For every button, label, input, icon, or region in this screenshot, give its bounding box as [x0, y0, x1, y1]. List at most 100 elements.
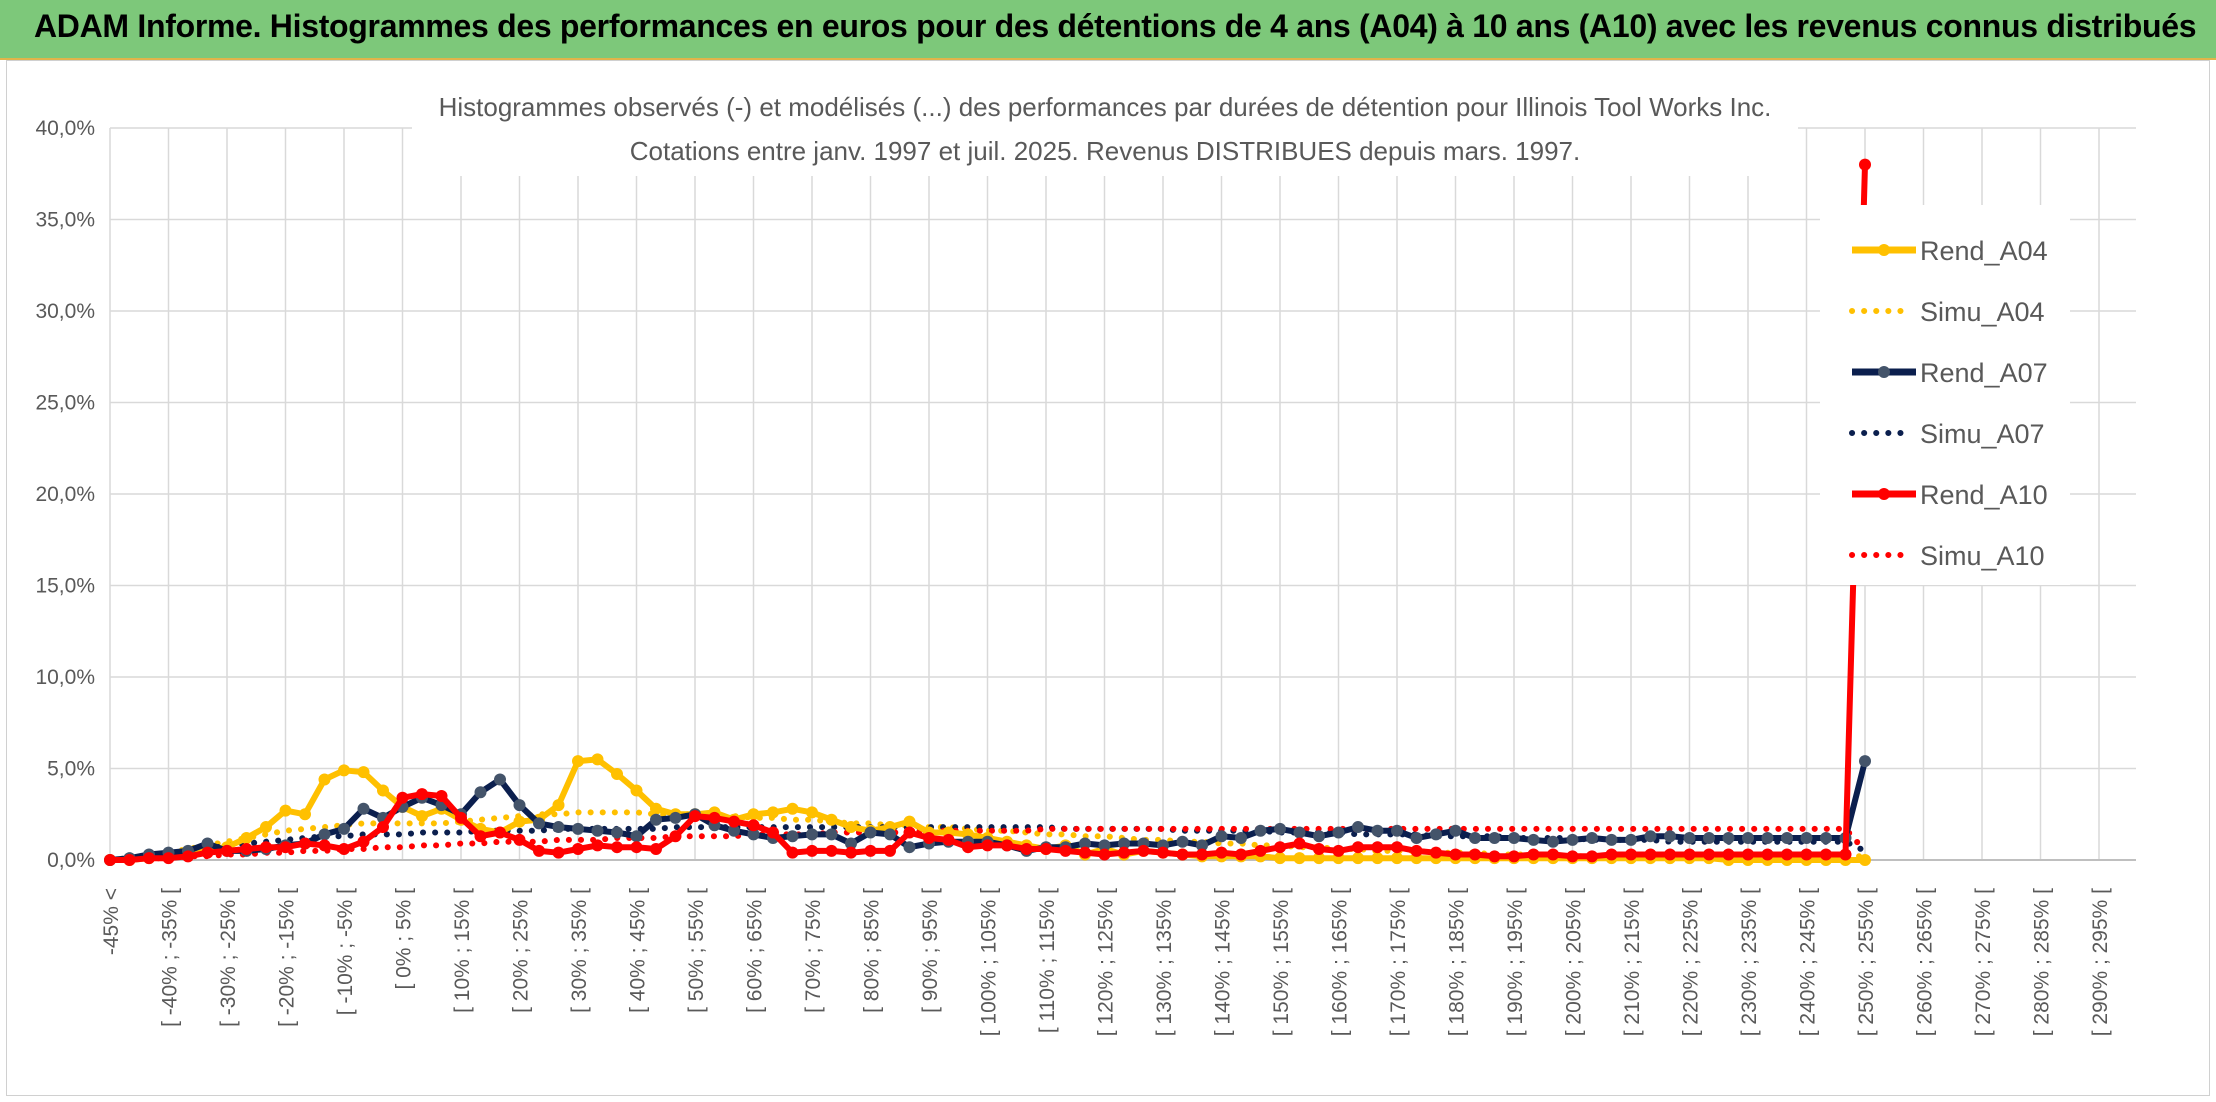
data-point-rend_a07: [630, 830, 643, 843]
legend-item-simu_a10: Simu_A10: [1849, 541, 2045, 571]
x-tick-label: [ 180% ; 185% [: [1446, 888, 1469, 1036]
data-point-rend_a10: [1176, 848, 1189, 861]
x-tick-label: [ 0% ; 5% [: [393, 888, 416, 990]
data-point-rend_a10: [1449, 848, 1462, 861]
data-point-rend_a07: [1293, 826, 1306, 839]
data-point-rend_a07: [494, 773, 506, 786]
data-point-rend_a10: [825, 844, 838, 857]
y-tick-label: 35,0%: [35, 209, 95, 232]
legend-item-simu_a07: Simu_A07: [1849, 419, 2045, 449]
data-point-rend_a10: [143, 852, 155, 865]
data-point-rend_a10: [1020, 843, 1033, 856]
data-point-rend_a07: [1566, 833, 1579, 846]
data-point-rend_a07: [728, 824, 740, 837]
x-tick-label: [ 120% ; 125% [: [1095, 888, 1118, 1036]
data-point-rend_a07: [1547, 835, 1559, 848]
data-point-rend_a07: [1235, 832, 1247, 845]
x-tick-label: [ 140% ; 145% [: [1212, 888, 1235, 1036]
data-point-rend_a04: [572, 755, 584, 768]
data-point-rend_a10: [338, 843, 350, 856]
data-point-rend_a10: [962, 841, 974, 854]
data-point-rend_a10: [903, 826, 916, 839]
data-point-rend_a04: [357, 766, 370, 779]
data-point-rend_a04: [1859, 854, 1871, 866]
data-point-rend_a04: [240, 832, 253, 845]
data-point-rend_a10: [1664, 848, 1676, 861]
legend-label: Rend_A07: [1920, 358, 2048, 388]
data-point-rend_a04: [1313, 852, 1325, 865]
legend-background: [1820, 205, 2070, 585]
data-point-rend_a10: [1098, 848, 1111, 861]
data-point-rend_a10: [1040, 843, 1052, 856]
data-point-rend_a07: [1527, 833, 1540, 846]
data-point-rend_a10: [689, 810, 701, 823]
data-point-rend_a07: [1859, 755, 1871, 768]
data-point-rend_a07: [1215, 830, 1228, 843]
data-point-rend_a07: [318, 828, 331, 841]
data-point-rend_a10: [1839, 848, 1852, 861]
data-point-rend_a04: [299, 808, 311, 821]
data-point-rend_a10: [1001, 839, 1013, 852]
data-point-rend_a07: [1820, 832, 1832, 845]
series-line-simu_a10: [107, 825, 1868, 863]
data-point-rend_a10: [1137, 844, 1150, 857]
data-point-rend_a10: [240, 843, 253, 856]
legend-label: Simu_A07: [1920, 419, 2045, 449]
data-point-rend_a07: [1644, 830, 1657, 843]
x-tick-label: [ 70% ; 75% [: [802, 888, 825, 1013]
data-point-rend_a10: [1605, 848, 1618, 861]
data-point-rend_a07: [1313, 830, 1325, 843]
data-point-rend_a10: [455, 811, 467, 824]
legend-item-rend_a04: Rend_A04: [1852, 236, 2048, 266]
data-point-rend_a07: [903, 841, 916, 854]
data-point-rend_a07: [1098, 839, 1111, 852]
data-point-rend_a10: [533, 844, 545, 857]
y-tick-label: 40,0%: [35, 117, 95, 140]
x-tick-label: [ 10% ; 15% [: [451, 888, 474, 1013]
data-point-rend_a07: [1664, 830, 1676, 843]
data-point-rend_a10: [513, 833, 526, 846]
legend-marker: [1878, 488, 1890, 500]
y-tick-label: 20,0%: [35, 483, 95, 506]
x-tick-label: [ 90% ; 95% [: [919, 888, 942, 1013]
data-point-rend_a10: [182, 850, 194, 863]
legend-item-rend_a07: Rend_A07: [1852, 358, 2048, 388]
data-point-rend_a07: [1430, 828, 1442, 841]
data-point-rend_a10: [1527, 848, 1540, 861]
data-point-rend_a10: [767, 826, 779, 839]
data-point-rend_a07: [845, 837, 857, 850]
data-point-rend_a10: [1352, 841, 1364, 854]
x-tick-label: [ 290% ; 295% [: [2089, 888, 2112, 1036]
data-point-rend_a10: [650, 843, 662, 856]
data-point-rend_a07: [825, 828, 838, 841]
x-tick-label: [ 170% ; 175% [: [1387, 888, 1410, 1036]
data-point-rend_a10: [1274, 841, 1286, 854]
data-point-rend_a04: [845, 821, 857, 834]
x-tick-label: [ 190% ; 195% [: [1504, 888, 1527, 1036]
x-tick-label: [ 260% ; 265% [: [1914, 888, 1937, 1036]
data-point-rend_a04: [338, 764, 350, 777]
data-point-rend_a10: [1800, 848, 1813, 861]
data-point-rend_a10: [1430, 846, 1442, 859]
data-point-rend_a07: [669, 811, 682, 824]
data-point-rend_a04: [1293, 852, 1306, 865]
x-tick-label: [ 210% ; 215% [: [1621, 888, 1644, 1036]
x-tick-label: [ -40% ; -35% [: [159, 888, 182, 1027]
data-point-rend_a10: [1644, 848, 1657, 861]
y-tick-label: 15,0%: [35, 575, 95, 598]
data-point-rend_a07: [1781, 832, 1793, 845]
data-point-rend_a10: [318, 839, 331, 852]
data-point-rend_a04: [1371, 852, 1384, 865]
data-point-rend_a04: [630, 784, 643, 797]
x-tick-label: [ -30% ; -25% [: [217, 888, 240, 1027]
data-point-rend_a10: [1742, 848, 1754, 861]
data-point-rend_a04: [260, 821, 272, 834]
data-point-rend_a10: [416, 788, 428, 801]
data-point-rend_a07: [552, 821, 565, 834]
x-tick-label: [ -20% ; -15% [: [276, 888, 299, 1027]
data-point-rend_a07: [1605, 833, 1618, 846]
data-point-rend_a10: [1215, 846, 1228, 859]
x-tick-label: [ 270% ; 275% [: [1972, 888, 1995, 1036]
data-point-rend_a10: [572, 843, 584, 856]
data-point-rend_a04: [767, 806, 779, 819]
